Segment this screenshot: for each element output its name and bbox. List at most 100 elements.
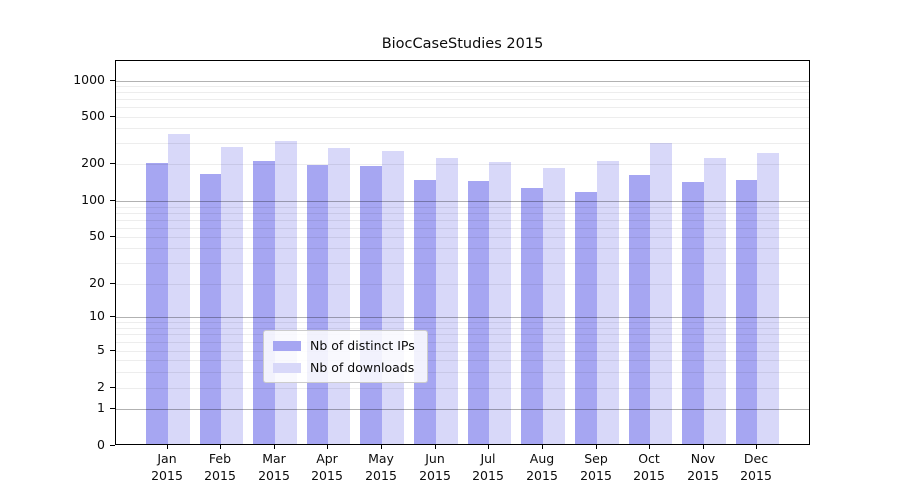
- x-tick-mark-jun: [435, 445, 436, 449]
- y-gridline-2: [116, 388, 809, 389]
- bar-ips-jul: [468, 181, 490, 444]
- x-tick-label-year: 2015: [740, 468, 772, 483]
- legend-label: Nb of downloads: [310, 360, 415, 375]
- bar-downloads-sep: [597, 161, 619, 444]
- y-gridline-900: [116, 86, 809, 87]
- plot-area: [115, 60, 810, 445]
- chart-title: BiocCaseStudies 2015: [381, 36, 544, 52]
- y-tick-label-100: 100: [81, 192, 105, 207]
- x-tick-mark-may: [381, 445, 382, 449]
- x-tick-mark-jul: [488, 445, 489, 449]
- y-gridline-90: [116, 207, 809, 208]
- y-gridline-50: [116, 237, 809, 238]
- x-tick-label-year: 2015: [258, 468, 290, 483]
- x-tick-mark-jan: [167, 445, 168, 449]
- x-tick-label-month: Nov: [690, 451, 716, 466]
- legend-item: Nb of downloads: [273, 360, 415, 375]
- bar-ips-mar: [253, 161, 275, 444]
- x-tick-label-month: Sep: [584, 451, 608, 466]
- y-tick-label-10: 10: [89, 308, 105, 323]
- bar-ips-feb: [200, 174, 222, 444]
- y-gridline-60: [116, 228, 809, 229]
- x-tick-mark-aug: [542, 445, 543, 449]
- y-tick-mark-1: [110, 408, 115, 409]
- y-tick-mark-2: [110, 387, 115, 388]
- y-gridline-300: [116, 143, 809, 144]
- x-tick-label-year: 2015: [687, 468, 719, 483]
- x-tick-label-month: Oct: [638, 451, 660, 466]
- x-tick-label-month: May: [368, 451, 394, 466]
- legend-swatch: [273, 362, 301, 373]
- x-tick-label-year: 2015: [472, 468, 504, 483]
- x-tick-label-mar: Mar 2015: [246, 450, 302, 484]
- y-tick-label-0: 0: [97, 437, 105, 452]
- y-gridline-700: [116, 99, 809, 100]
- x-tick-label-aug: Aug 2015: [514, 450, 570, 484]
- y-tick-label-500: 500: [81, 108, 105, 123]
- bar-downloads-jun: [436, 158, 458, 444]
- bar-downloads-jan: [168, 134, 190, 444]
- y-tick-mark-20: [110, 283, 115, 284]
- y-tick-label-2: 2: [97, 379, 105, 394]
- y-gridline-800: [116, 92, 809, 93]
- y-tick-label-200: 200: [81, 155, 105, 170]
- y-gridline-500: [116, 117, 809, 118]
- y-gridline-40: [116, 248, 809, 249]
- x-tick-label-year: 2015: [204, 468, 236, 483]
- x-tick-label-year: 2015: [151, 468, 183, 483]
- x-tick-label-year: 2015: [419, 468, 451, 483]
- x-tick-label-year: 2015: [526, 468, 558, 483]
- y-gridline-8: [116, 328, 809, 329]
- x-tick-label-may: May 2015: [353, 450, 409, 484]
- x-tick-label-month: Jun: [425, 451, 445, 466]
- y-gridline-400: [116, 128, 809, 129]
- x-tick-label-nov: Nov 2015: [675, 450, 731, 484]
- x-tick-mark-apr: [327, 445, 328, 449]
- y-gridline-70: [116, 220, 809, 221]
- y-tick-mark-500: [110, 116, 115, 117]
- y-tick-mark-1000: [110, 80, 115, 81]
- y-tick-mark-5: [110, 350, 115, 351]
- bar-downloads-apr: [328, 148, 350, 444]
- x-tick-label-jul: Jul 2015: [460, 450, 516, 484]
- bar-downloads-oct: [650, 143, 672, 444]
- y-tick-label-5: 5: [97, 342, 105, 357]
- bar-ips-jan: [146, 163, 168, 444]
- y-tick-mark-0: [110, 445, 115, 446]
- y-gridline-200: [116, 164, 809, 165]
- y-gridline-1: [116, 409, 809, 410]
- bar-downloads-nov: [704, 158, 726, 444]
- legend-swatch: [273, 340, 301, 351]
- x-tick-label-month: Jan: [157, 451, 177, 466]
- legend-item: Nb of distinct IPs: [273, 338, 415, 353]
- x-tick-label-month: Apr: [316, 451, 338, 466]
- bar-downloads-jul: [489, 162, 511, 444]
- y-tick-label-1: 1: [97, 400, 105, 415]
- y-tick-mark-50: [110, 236, 115, 237]
- bar-downloads-dec: [757, 153, 779, 444]
- y-gridline-600: [116, 107, 809, 108]
- x-tick-label-year: 2015: [580, 468, 612, 483]
- x-tick-label-apr: Apr 2015: [299, 450, 355, 484]
- y-gridline-3: [116, 372, 809, 373]
- bar-downloads-mar: [275, 141, 297, 444]
- y-gridline-20: [116, 284, 809, 285]
- y-gridline-6: [116, 342, 809, 343]
- x-tick-label-feb: Feb 2015: [192, 450, 248, 484]
- x-tick-label-year: 2015: [311, 468, 343, 483]
- x-tick-label-sep: Sep 2015: [568, 450, 624, 484]
- bar-ips-oct: [629, 175, 651, 444]
- bar-ips-aug: [521, 188, 543, 444]
- x-tick-mark-sep: [596, 445, 597, 449]
- y-gridline-7: [116, 334, 809, 335]
- bar-downloads-may: [382, 151, 404, 444]
- y-tick-label-1000: 1000: [73, 72, 105, 87]
- y-tick-mark-100: [110, 200, 115, 201]
- y-gridline-10: [116, 317, 809, 318]
- y-tick-mark-10: [110, 316, 115, 317]
- y-gridline-4: [116, 360, 809, 361]
- x-tick-label-month: Dec: [743, 451, 769, 466]
- x-tick-mark-feb: [220, 445, 221, 449]
- legend: Nb of distinct IPs Nb of downloads: [263, 330, 428, 383]
